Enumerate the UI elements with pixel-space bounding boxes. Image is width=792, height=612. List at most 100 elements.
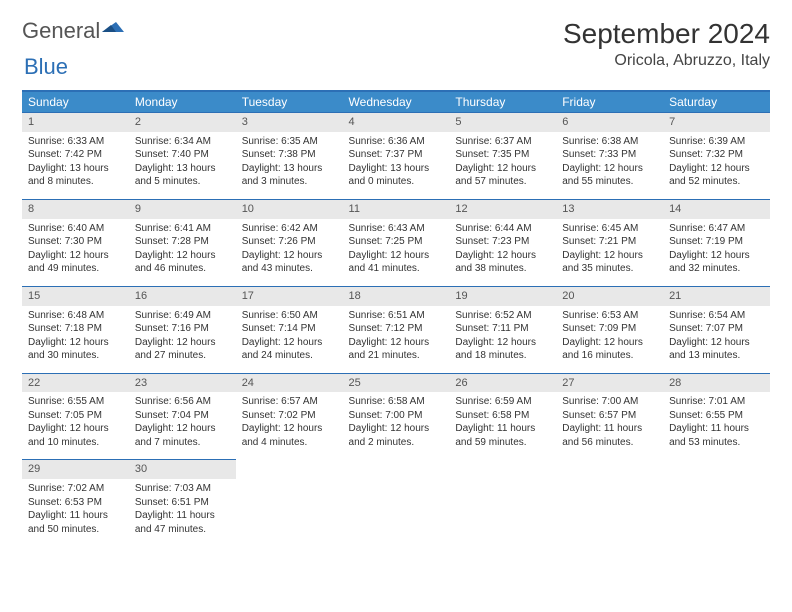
daylight-line: Daylight: 12 hours and 10 minutes. bbox=[28, 422, 123, 449]
calendar-cell: 27Sunrise: 7:00 AMSunset: 6:57 PMDayligh… bbox=[556, 373, 663, 460]
calendar-cell: 6Sunrise: 6:38 AMSunset: 7:33 PMDaylight… bbox=[556, 112, 663, 199]
sunset-line: Sunset: 7:19 PM bbox=[669, 235, 764, 249]
calendar-cell: 8Sunrise: 6:40 AMSunset: 7:30 PMDaylight… bbox=[22, 199, 129, 286]
calendar-cell: 21Sunrise: 6:54 AMSunset: 7:07 PMDayligh… bbox=[663, 286, 770, 373]
day-content: Sunrise: 7:01 AMSunset: 6:55 PMDaylight:… bbox=[663, 392, 770, 459]
day-number: 18 bbox=[343, 286, 450, 306]
daylight-line: Daylight: 12 hours and 16 minutes. bbox=[562, 336, 657, 363]
day-content: Sunrise: 6:48 AMSunset: 7:18 PMDaylight:… bbox=[22, 306, 129, 373]
brand-word2: Blue bbox=[24, 54, 68, 79]
dayname-saturday: Saturday bbox=[663, 91, 770, 112]
calendar-cell: 2 Sunrise: 6:34 AMSunset: 7:40 PMDaylight… bbox=[129, 112, 236, 199]
sunset-line: Sunset: 7:02 PM bbox=[242, 409, 337, 423]
daylight-line: Daylight: 13 hours and 8 minutes. bbox=[28, 162, 123, 189]
sunset-line: Sunset: 7:04 PM bbox=[135, 409, 230, 423]
calendar-table: Sunday Monday Tuesday Wednesday Thursday… bbox=[22, 90, 770, 546]
sunset-line: Sunset: 6:57 PM bbox=[562, 409, 657, 423]
sunrise-line: Sunrise: 6:34 AM bbox=[135, 135, 230, 149]
day-content: Sunrise: 6:58 AMSunset: 7:00 PMDaylight:… bbox=[343, 392, 450, 459]
daylight-line: Daylight: 12 hours and 35 minutes. bbox=[562, 249, 657, 276]
sunset-line: Sunset: 7:14 PM bbox=[242, 322, 337, 336]
sunset-line: Sunset: 7:37 PM bbox=[349, 148, 444, 162]
calendar-cell bbox=[343, 459, 450, 546]
day-number: 26 bbox=[449, 373, 556, 393]
daylight-line: Daylight: 11 hours and 47 minutes. bbox=[135, 509, 230, 536]
sunrise-line: Sunrise: 6:48 AM bbox=[28, 309, 123, 323]
day-number: 2 bbox=[129, 112, 236, 132]
flag-icon bbox=[102, 18, 128, 41]
sunrise-line: Sunrise: 6:47 AM bbox=[669, 222, 764, 236]
day-number: 30 bbox=[129, 459, 236, 479]
day-content: Sunrise: 6:55 AMSunset: 7:05 PMDaylight:… bbox=[22, 392, 129, 459]
day-number: 10 bbox=[236, 199, 343, 219]
day-content: Sunrise: 6:36 AMSunset: 7:37 PMDaylight:… bbox=[343, 132, 450, 199]
calendar-body: 1Sunrise: 6:33 AMSunset: 7:42 PMDaylight… bbox=[22, 112, 770, 546]
sunset-line: Sunset: 7:00 PM bbox=[349, 409, 444, 423]
calendar-cell: 17Sunrise: 6:50 AMSunset: 7:14 PMDayligh… bbox=[236, 286, 343, 373]
day-content: Sunrise: 7:00 AMSunset: 6:57 PMDaylight:… bbox=[556, 392, 663, 459]
calendar-cell: 24Sunrise: 6:57 AMSunset: 7:02 PMDayligh… bbox=[236, 373, 343, 460]
day-number: 25 bbox=[343, 373, 450, 393]
day-content: Sunrise: 6:43 AMSunset: 7:25 PMDaylight:… bbox=[343, 219, 450, 286]
sunrise-line: Sunrise: 6:51 AM bbox=[349, 309, 444, 323]
sunrise-line: Sunrise: 6:33 AM bbox=[28, 135, 123, 149]
sunrise-line: Sunrise: 6:43 AM bbox=[349, 222, 444, 236]
sunrise-line: Sunrise: 6:55 AM bbox=[28, 395, 123, 409]
day-content: Sunrise: 6:54 AMSunset: 7:07 PMDaylight:… bbox=[663, 306, 770, 373]
day-content: Sunrise: 6:33 AMSunset: 7:42 PMDaylight:… bbox=[22, 132, 129, 199]
sunset-line: Sunset: 7:33 PM bbox=[562, 148, 657, 162]
calendar-cell: 22Sunrise: 6:55 AMSunset: 7:05 PMDayligh… bbox=[22, 373, 129, 460]
day-content: Sunrise: 6:47 AMSunset: 7:19 PMDaylight:… bbox=[663, 219, 770, 286]
sunset-line: Sunset: 7:07 PM bbox=[669, 322, 764, 336]
day-content: Sunrise: 7:03 AMSunset: 6:51 PMDaylight:… bbox=[129, 479, 236, 546]
day-content: Sunrise: 6:51 AMSunset: 7:12 PMDaylight:… bbox=[343, 306, 450, 373]
calendar-week: 29Sunrise: 7:02 AMSunset: 6:53 PMDayligh… bbox=[22, 459, 770, 546]
sunrise-line: Sunrise: 6:35 AM bbox=[242, 135, 337, 149]
daylight-line: Daylight: 13 hours and 3 minutes. bbox=[242, 162, 337, 189]
daylight-line: Daylight: 11 hours and 50 minutes. bbox=[28, 509, 123, 536]
day-content: Sunrise: 7:02 AMSunset: 6:53 PMDaylight:… bbox=[22, 479, 129, 546]
brand-word1: General bbox=[22, 18, 100, 44]
day-content: Sunrise: 6:42 AMSunset: 7:26 PMDaylight:… bbox=[236, 219, 343, 286]
day-content: Sunrise: 6:57 AMSunset: 7:02 PMDaylight:… bbox=[236, 392, 343, 459]
day-number: 20 bbox=[556, 286, 663, 306]
day-content: Sunrise: 6:41 AMSunset: 7:28 PMDaylight:… bbox=[129, 219, 236, 286]
sunset-line: Sunset: 7:26 PM bbox=[242, 235, 337, 249]
day-number: 29 bbox=[22, 459, 129, 479]
brand-logo: General bbox=[22, 18, 130, 44]
sunrise-line: Sunrise: 6:57 AM bbox=[242, 395, 337, 409]
calendar-cell bbox=[663, 459, 770, 546]
sunset-line: Sunset: 7:11 PM bbox=[455, 322, 550, 336]
daylight-line: Daylight: 12 hours and 55 minutes. bbox=[562, 162, 657, 189]
sunset-line: Sunset: 7:32 PM bbox=[669, 148, 764, 162]
sunset-line: Sunset: 7:40 PM bbox=[135, 148, 230, 162]
sunrise-line: Sunrise: 6:38 AM bbox=[562, 135, 657, 149]
sunrise-line: Sunrise: 6:41 AM bbox=[135, 222, 230, 236]
day-content: Sunrise: 6:50 AMSunset: 7:14 PMDaylight:… bbox=[236, 306, 343, 373]
dayname-row: Sunday Monday Tuesday Wednesday Thursday… bbox=[22, 91, 770, 112]
daylight-line: Daylight: 12 hours and 7 minutes. bbox=[135, 422, 230, 449]
calendar-cell: 15Sunrise: 6:48 AMSunset: 7:18 PMDayligh… bbox=[22, 286, 129, 373]
day-number: 3 bbox=[236, 112, 343, 132]
calendar-cell: 30Sunrise: 7:03 AMSunset: 6:51 PMDayligh… bbox=[129, 459, 236, 546]
day-number: 14 bbox=[663, 199, 770, 219]
sunrise-line: Sunrise: 6:50 AM bbox=[242, 309, 337, 323]
calendar-cell: 13Sunrise: 6:45 AMSunset: 7:21 PMDayligh… bbox=[556, 199, 663, 286]
calendar-cell: 29Sunrise: 7:02 AMSunset: 6:53 PMDayligh… bbox=[22, 459, 129, 546]
daylight-line: Daylight: 12 hours and 38 minutes. bbox=[455, 249, 550, 276]
calendar-cell: 11Sunrise: 6:43 AMSunset: 7:25 PMDayligh… bbox=[343, 199, 450, 286]
sunset-line: Sunset: 7:30 PM bbox=[28, 235, 123, 249]
title-block: September 2024 Oricola, Abruzzo, Italy bbox=[563, 18, 770, 70]
sunset-line: Sunset: 6:53 PM bbox=[28, 496, 123, 510]
dayname-wednesday: Wednesday bbox=[343, 91, 450, 112]
daylight-line: Daylight: 13 hours and 5 minutes. bbox=[135, 162, 230, 189]
calendar-week: 8Sunrise: 6:40 AMSunset: 7:30 PMDaylight… bbox=[22, 199, 770, 286]
sunrise-line: Sunrise: 6:40 AM bbox=[28, 222, 123, 236]
sunrise-line: Sunrise: 6:37 AM bbox=[455, 135, 550, 149]
calendar-cell: 4Sunrise: 6:36 AMSunset: 7:37 PMDaylight… bbox=[343, 112, 450, 199]
daylight-line: Daylight: 11 hours and 56 minutes. bbox=[562, 422, 657, 449]
calendar-cell: 20Sunrise: 6:53 AMSunset: 7:09 PMDayligh… bbox=[556, 286, 663, 373]
dayname-sunday: Sunday bbox=[22, 91, 129, 112]
day-number: 17 bbox=[236, 286, 343, 306]
sunrise-line: Sunrise: 6:58 AM bbox=[349, 395, 444, 409]
